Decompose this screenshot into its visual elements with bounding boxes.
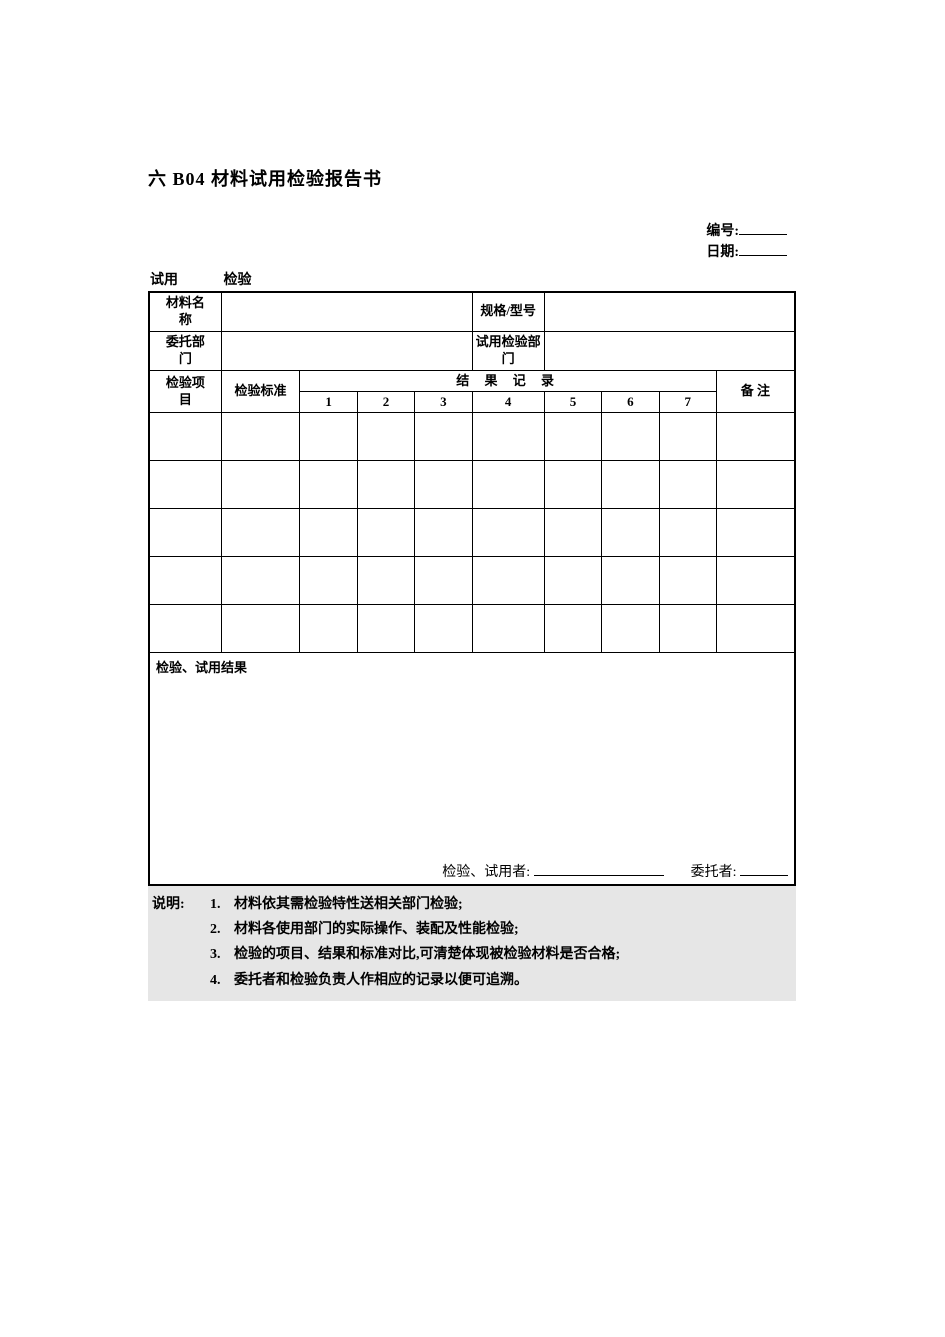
result-content[interactable] (149, 681, 795, 851)
hdr-material-name: 材料名 称 (149, 292, 221, 331)
notes-label: 说明: (152, 892, 210, 917)
date-field[interactable] (739, 242, 787, 256)
hdr-inspect-std: 检验标准 (221, 370, 300, 413)
result-section-label: 检验、试用结果 (149, 653, 795, 681)
pre-inspect: 检验 (224, 273, 252, 288)
table-row (149, 413, 795, 461)
cell-trial-dept[interactable] (544, 331, 795, 370)
note-3: 检验的项目、结果和标准对比,可清楚体现被检验材料是否合格; (234, 942, 620, 967)
cell-spec-model[interactable] (544, 292, 795, 331)
inspection-table: 材料名 称 规格/型号 委托部 门 试用检验部门 检验项 目 检验标准 结 果 … (148, 291, 796, 886)
hdr-entrust-dept: 委托部 门 (149, 331, 221, 370)
pre-trial: 试用 (150, 273, 178, 288)
date-label: 日期: (706, 245, 739, 260)
hdr-inspect-item: 检验项 目 (149, 370, 221, 413)
note-2: 材料各使用部门的实际操作、装配及性能检验; (234, 917, 519, 942)
hdr-trial-dept: 试用检验部门 (472, 331, 544, 370)
cell-entrust-dept[interactable] (221, 331, 472, 370)
note-num-1: 1. (210, 892, 234, 917)
entruster-field[interactable] (740, 862, 788, 876)
col-5: 5 (544, 392, 601, 413)
result-footer: 检验、试用者: 委托者: (149, 851, 795, 885)
col-1: 1 (300, 392, 357, 413)
hdr-spec-model: 规格/型号 (472, 292, 544, 331)
note-num-4: 4. (210, 968, 234, 993)
col-3: 3 (415, 392, 472, 413)
col-2: 2 (357, 392, 414, 413)
col-6: 6 (602, 392, 659, 413)
number-label: 编号: (706, 224, 739, 239)
hdr-result-record: 结 果 记 录 (300, 370, 717, 392)
pre-line: 试用 检验 (148, 269, 795, 289)
note-4: 委托者和检验负责人作相应的记录以便可追溯。 (234, 968, 528, 993)
hdr-remarks: 备 注 (716, 370, 795, 413)
number-field[interactable] (739, 221, 787, 235)
table-row (149, 509, 795, 557)
note-num-3: 3. (210, 942, 234, 967)
inspector-field[interactable] (534, 862, 664, 876)
col-7: 7 (659, 392, 716, 413)
entruster-label: 委托者: (691, 865, 737, 880)
notes-block: 说明: 1. 材料依其需检验特性送相关部门检验; 2. 材料各使用部门的实际操作… (148, 886, 796, 1001)
table-row (149, 461, 795, 509)
note-num-2: 2. (210, 917, 234, 942)
note-1: 材料依其需检验特性送相关部门检验; (234, 892, 463, 917)
col-4: 4 (472, 392, 544, 413)
inspector-label: 检验、试用者: (442, 865, 530, 880)
table-row (149, 557, 795, 605)
meta-block: 编号: 日期: (148, 221, 795, 263)
doc-title: 六 B04 材料试用检验报告书 (148, 165, 795, 191)
table-row (149, 605, 795, 653)
cell-material-name[interactable] (221, 292, 472, 331)
